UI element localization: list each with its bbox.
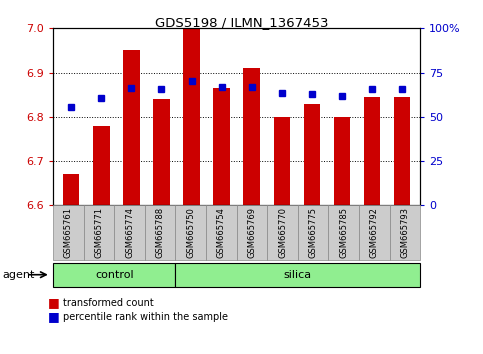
Text: ■: ■ bbox=[48, 310, 60, 323]
Text: GSM665788: GSM665788 bbox=[156, 207, 165, 258]
Text: GSM665771: GSM665771 bbox=[95, 207, 103, 258]
Text: GDS5198 / ILMN_1367453: GDS5198 / ILMN_1367453 bbox=[155, 16, 328, 29]
Bar bbox=[304, 104, 320, 205]
Bar bbox=[243, 68, 260, 205]
Bar bbox=[394, 97, 411, 205]
Text: percentile rank within the sample: percentile rank within the sample bbox=[63, 312, 228, 322]
Bar bbox=[273, 117, 290, 205]
Bar bbox=[334, 117, 350, 205]
Text: GSM665770: GSM665770 bbox=[278, 207, 287, 258]
Text: GSM665754: GSM665754 bbox=[217, 207, 226, 258]
Text: transformed count: transformed count bbox=[63, 298, 154, 308]
Text: GSM665761: GSM665761 bbox=[64, 207, 73, 258]
Text: GSM665785: GSM665785 bbox=[339, 207, 348, 258]
Bar bbox=[123, 51, 140, 205]
Text: GSM665793: GSM665793 bbox=[400, 207, 410, 258]
Text: GSM665774: GSM665774 bbox=[125, 207, 134, 258]
Text: GSM665750: GSM665750 bbox=[186, 207, 195, 258]
Text: agent: agent bbox=[2, 270, 35, 280]
Bar bbox=[213, 88, 230, 205]
Text: GSM665775: GSM665775 bbox=[309, 207, 318, 258]
Bar bbox=[63, 175, 80, 205]
Text: GSM665792: GSM665792 bbox=[370, 207, 379, 258]
Text: control: control bbox=[95, 270, 134, 280]
Text: ■: ■ bbox=[48, 296, 60, 309]
Bar bbox=[364, 97, 380, 205]
Text: silica: silica bbox=[284, 270, 312, 280]
Bar bbox=[153, 99, 170, 205]
Text: GSM665769: GSM665769 bbox=[247, 207, 256, 258]
Bar bbox=[183, 28, 200, 205]
Bar bbox=[93, 126, 110, 205]
